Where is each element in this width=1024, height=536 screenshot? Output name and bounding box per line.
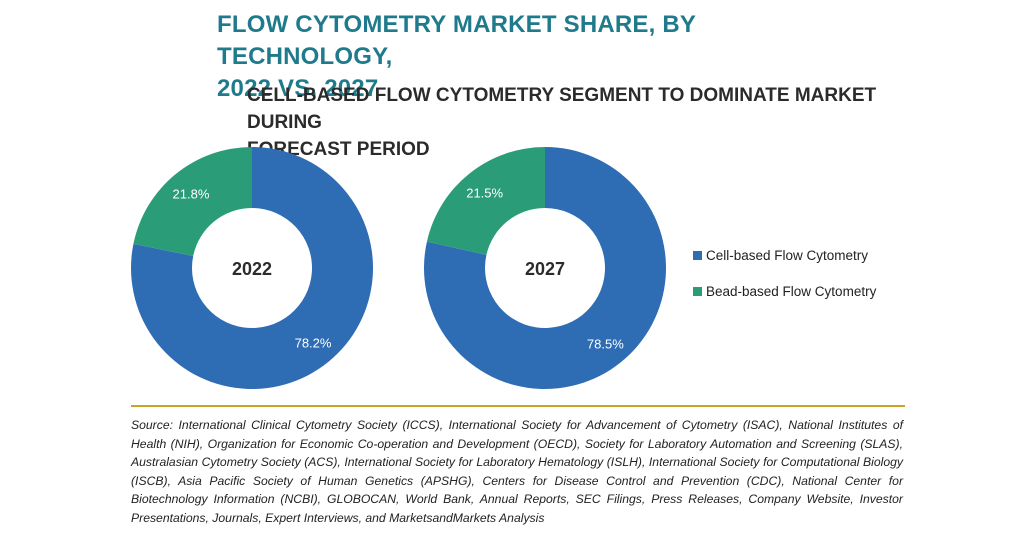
donut-2027-center-label: 2027 xyxy=(525,259,565,279)
legend: Cell-based Flow Cytometry Bead-based Flo… xyxy=(693,246,876,318)
legend-swatch-cell-based xyxy=(693,250,702,260)
donut-2022-slice-cell-based xyxy=(131,147,373,389)
chart-title-line2: 2022 VS. 2027 xyxy=(217,75,379,102)
donut-2027-slice-bead-based xyxy=(426,147,545,255)
donut-charts: 78.2% 21.8% 2022 78.5% 21.5% 2027 xyxy=(131,147,666,389)
legend-item-cell-based: Cell-based Flow Cytometry xyxy=(693,246,876,264)
legend-label-bead-based: Bead-based Flow Cytometry xyxy=(706,283,877,299)
legend-label-cell-based: Cell-based Flow Cytometry xyxy=(706,247,869,263)
legend-swatch-bead-based xyxy=(693,286,702,296)
donut-2027-label-cell-based: 78.5% xyxy=(587,336,624,351)
source-note: Source: International Clinical Cytometry… xyxy=(131,418,903,525)
legend-item-bead-based: Bead-based Flow Cytometry xyxy=(693,282,876,300)
donut-2027-slice-cell-based xyxy=(424,147,666,389)
chart-title: FLOW CYTOMETRY MARKET SHARE, BY TECHNOLO… xyxy=(217,9,837,105)
donut-2022-label-cell-based: 78.2% xyxy=(295,336,332,351)
donut-2022-label-bead-based: 21.8% xyxy=(173,186,210,201)
donut-2022-slice-bead-based xyxy=(133,147,252,257)
chart-subtitle-line1: CELL-BASED FLOW CYTOMETRY SEGMENT TO DOM… xyxy=(247,85,877,133)
source-divider xyxy=(131,405,905,407)
donut-2027-label-bead-based: 21.5% xyxy=(466,186,503,201)
donut-2022-center-label: 2022 xyxy=(232,259,272,279)
chart-title-line1: FLOW CYTOMETRY MARKET SHARE, BY TECHNOLO… xyxy=(217,11,696,70)
